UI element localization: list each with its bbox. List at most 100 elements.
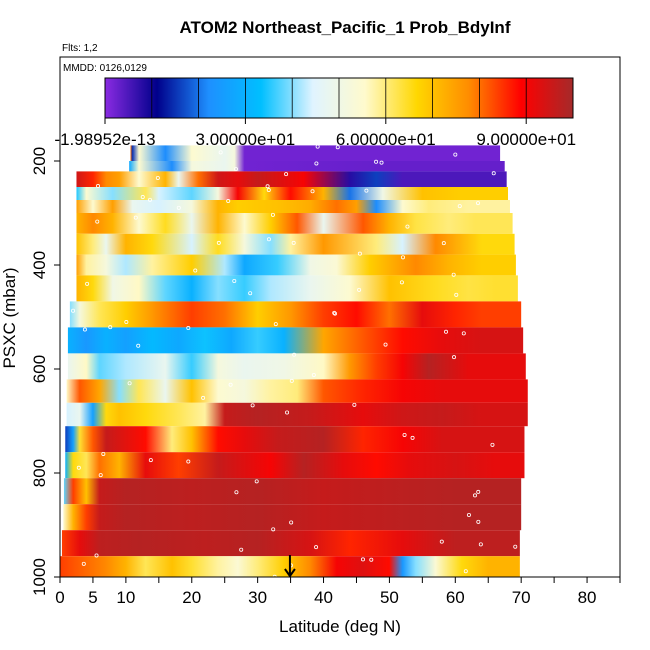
sample-marker xyxy=(186,459,191,464)
y-tick-label: 200 xyxy=(30,147,49,175)
sample-marker xyxy=(439,539,444,544)
y-axis-label: PSXC (mbar) xyxy=(0,267,19,368)
chart-title: ATOM2 Northeast_Pacific_1 Prob_BdyInf xyxy=(180,18,511,37)
heatmap-band xyxy=(65,426,525,453)
sample-marker xyxy=(466,513,471,518)
sample-marker xyxy=(289,520,294,525)
x-tick-label: 70 xyxy=(512,588,531,607)
x-tick-label: 80 xyxy=(578,588,597,607)
heatmap-band xyxy=(63,504,522,531)
sample-marker xyxy=(96,184,101,189)
colorbar: -1.98952e-13 3.00000e+01 6.00000e+01 9.0000… xyxy=(54,77,576,149)
heatmap-band xyxy=(76,254,516,276)
x-tick-label: 50 xyxy=(380,588,399,607)
sample-marker xyxy=(94,553,99,558)
heatmap-band xyxy=(76,187,509,200)
sample-marker xyxy=(402,432,407,437)
sample-marker xyxy=(454,292,459,297)
sample-marker xyxy=(513,544,518,549)
sample-marker xyxy=(490,442,495,447)
sample-marker xyxy=(228,382,233,387)
heatmap-band xyxy=(61,530,520,557)
heatmap-band xyxy=(63,478,522,505)
sample-marker xyxy=(201,395,206,400)
sample-marker xyxy=(186,326,191,331)
sample-marker xyxy=(85,281,90,286)
sample-marker xyxy=(108,325,113,330)
sample-marker xyxy=(285,410,290,415)
x-axis: 0 5 10 20 30 40 50 60 70 80 xyxy=(55,577,621,607)
sample-marker xyxy=(273,322,278,327)
sample-marker xyxy=(95,219,100,224)
sample-marker xyxy=(239,547,244,552)
heatmap-band xyxy=(76,200,510,213)
sample-marker xyxy=(98,473,103,478)
heatmap-band xyxy=(66,379,528,403)
sample-marker xyxy=(101,451,106,456)
sample-marker xyxy=(476,519,481,524)
x-tick-label: 0 xyxy=(55,588,64,607)
sample-marker xyxy=(232,278,237,283)
heatmap-band xyxy=(67,327,524,354)
sample-marker xyxy=(127,381,132,386)
x-tick-label: 5 xyxy=(88,588,97,607)
x-tick-label: 10 xyxy=(116,588,135,607)
sample-marker xyxy=(333,311,338,316)
sample-marker xyxy=(250,403,255,408)
sample-marker xyxy=(452,355,457,360)
heatmap-band xyxy=(67,353,526,380)
sample-marker xyxy=(136,343,141,348)
sample-marker xyxy=(82,327,87,332)
sample-marker xyxy=(266,188,271,193)
sample-marker xyxy=(357,251,362,256)
sample-marker xyxy=(314,545,319,550)
latitude-marker xyxy=(284,555,296,578)
heatmap-band xyxy=(76,275,518,302)
y-tick-label: 800 xyxy=(30,459,49,487)
heatmap-band xyxy=(69,301,522,328)
y-tick-label: 400 xyxy=(30,251,49,279)
sample-marker xyxy=(254,479,259,484)
sample-marker xyxy=(476,489,481,494)
sample-marker xyxy=(405,224,410,229)
y-tick-label: 1000 xyxy=(30,558,49,596)
sample-marker xyxy=(226,199,231,204)
sample-marker xyxy=(369,557,374,562)
sample-marker xyxy=(491,171,496,176)
sample-marker xyxy=(216,240,221,245)
sample-marker xyxy=(71,308,76,313)
x-axis-label: Latitude (deg N) xyxy=(279,617,401,636)
sample-marker xyxy=(140,195,145,200)
sample-marker xyxy=(147,197,152,202)
sample-marker xyxy=(315,144,320,149)
colorbar-tick-label: 6.00000e+01 xyxy=(336,130,436,149)
plot-frame xyxy=(59,56,621,578)
sample-marker xyxy=(457,204,462,209)
sample-marker xyxy=(234,490,239,495)
mmdd-label: MMDD: 0126,0129 xyxy=(63,63,147,74)
colorbar-tick-label: 3.00000e+01 xyxy=(196,130,296,149)
sample-marker xyxy=(399,280,404,285)
sample-marker xyxy=(461,331,466,336)
sample-marker xyxy=(476,201,481,206)
sample-marker xyxy=(335,145,340,150)
sample-marker xyxy=(124,320,129,325)
sample-marker xyxy=(383,342,388,347)
sample-marker xyxy=(364,188,369,193)
sample-marker xyxy=(248,291,253,296)
sample-marker xyxy=(265,184,270,189)
sample-marker xyxy=(291,240,296,245)
heatmap-band-group xyxy=(60,145,528,577)
x-tick-label: 60 xyxy=(446,588,465,607)
x-tick-label: 20 xyxy=(182,588,201,607)
sample-marker xyxy=(451,272,456,277)
colorbar-tick-label: 9.00000e+01 xyxy=(476,130,576,149)
sample-marker xyxy=(379,160,384,165)
sample-marker xyxy=(314,161,319,166)
sample-marker xyxy=(360,557,365,562)
sample-marker xyxy=(81,561,86,566)
y-axis: 200 400 600 800 1000 xyxy=(30,147,60,596)
sample-marker xyxy=(270,212,275,217)
sample-marker xyxy=(453,152,458,157)
